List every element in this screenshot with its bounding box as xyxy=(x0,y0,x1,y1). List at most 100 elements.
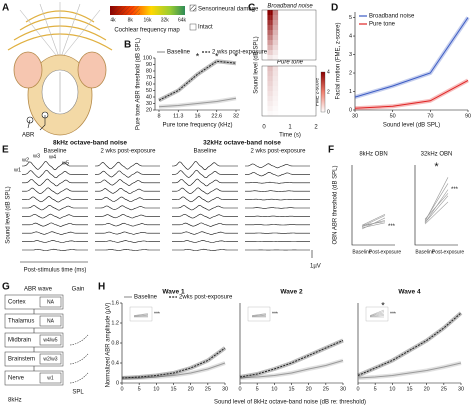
heatmap-cell xyxy=(302,96,306,102)
heatmap-cell xyxy=(297,35,300,41)
heatmap-cell xyxy=(286,86,290,92)
series-line xyxy=(158,60,237,101)
colorbar-tick: 2 xyxy=(327,89,330,95)
heatmap-cell xyxy=(262,20,265,26)
heatmap-cell xyxy=(267,10,271,16)
heatmap-cell xyxy=(267,71,271,77)
heatmap-cell xyxy=(280,45,284,51)
abr-waveform xyxy=(22,187,88,195)
panel-letter: G xyxy=(2,282,10,293)
heatmap-cell xyxy=(294,106,298,112)
heatmap-cell xyxy=(270,106,273,112)
abr-waveform xyxy=(22,196,88,203)
heatmap-cell xyxy=(280,20,284,26)
abr-waveform xyxy=(95,161,160,170)
colorbar-tick: 16k xyxy=(143,17,152,23)
heatmap-cell xyxy=(299,71,303,77)
colorbar-tick: 0 xyxy=(327,109,330,115)
heatmap-cell xyxy=(283,91,287,97)
heatmap-cell xyxy=(275,55,279,61)
x-tick-label: 20 xyxy=(188,386,194,392)
panel-title: 8kHz octave-band noise xyxy=(53,140,127,147)
heatmap-cell xyxy=(310,10,314,16)
abr-waveform xyxy=(95,205,160,211)
paired-line xyxy=(361,221,386,226)
heatmap-cell xyxy=(275,71,279,77)
gain-curve xyxy=(69,372,89,384)
heatmap-cell xyxy=(294,91,298,97)
heatmap-cell xyxy=(310,71,314,77)
heatmap-cell xyxy=(283,81,287,87)
legend-label: 2wks post-exposure xyxy=(179,295,233,301)
panel-title: 32kHz octave-band noise xyxy=(203,140,281,147)
chart-title: Wave 2 xyxy=(280,289,303,296)
heatmap-cell xyxy=(294,50,298,56)
region-box xyxy=(4,370,64,386)
heatmap-cell xyxy=(302,71,306,77)
heatmap-cell xyxy=(294,55,298,61)
heatmap-cell xyxy=(310,20,314,26)
heatmap-cell xyxy=(297,86,300,92)
heatmap-cell xyxy=(280,55,284,61)
significance-star: * xyxy=(381,300,385,310)
abr-waveform xyxy=(95,170,160,178)
heatmap-cell xyxy=(262,86,265,92)
x-tick-label: 22.6 xyxy=(211,113,222,119)
x-tick-label: 30 xyxy=(340,386,346,392)
heatmap-cell xyxy=(278,81,281,87)
x-tick-label: 10 xyxy=(153,386,159,392)
series-line xyxy=(354,17,469,98)
heatmap-cell xyxy=(278,106,281,112)
heatmap-cell xyxy=(297,45,300,51)
x-tick-label: 15 xyxy=(170,386,176,392)
heatmap-cell xyxy=(313,71,317,77)
heatmap-cell xyxy=(267,35,271,41)
heatmap-title: Pure tone xyxy=(277,60,304,66)
x-tick-label: Baseline xyxy=(352,249,371,255)
wave-label: NA xyxy=(47,318,55,324)
abr-waveform xyxy=(22,240,88,243)
y-tick-label: 5 xyxy=(349,15,352,21)
heatmap-cell xyxy=(307,66,311,72)
heatmap-cell xyxy=(294,81,298,87)
heatmap-cell xyxy=(294,20,298,26)
heatmap-cell xyxy=(289,76,292,82)
heatmap-cell xyxy=(275,81,279,87)
heatmap-cell xyxy=(299,50,303,56)
heatmap-cell xyxy=(294,101,298,107)
heatmap-cell xyxy=(275,106,279,112)
series-line xyxy=(239,340,344,378)
heatmap-cell xyxy=(305,111,308,117)
heatmap-cell xyxy=(278,10,281,16)
heatmap-cell xyxy=(307,55,311,61)
x-tick-label: 0 xyxy=(238,386,241,392)
heatmap-cell xyxy=(283,111,287,117)
heatmap-cell xyxy=(289,86,292,92)
heatmap-cell xyxy=(302,35,306,41)
heatmap-cell xyxy=(310,55,314,61)
heatmap-cell xyxy=(310,96,314,102)
x-tick-label: 0 xyxy=(120,386,123,392)
heatmap-cell xyxy=(289,111,292,117)
x-tick-label: Baseline xyxy=(415,249,434,255)
heatmap-cell xyxy=(313,55,317,61)
heatmap-cell xyxy=(264,106,268,112)
abr-waveform xyxy=(95,248,160,251)
y-tick-label: 0 xyxy=(349,107,352,113)
wave-label: w4 xyxy=(48,154,56,160)
heatmap-cell xyxy=(283,55,287,61)
heatmap-cell xyxy=(310,111,314,117)
y-tick-label: 4 xyxy=(349,33,352,39)
heatmap-cell xyxy=(275,76,279,82)
series-line xyxy=(354,79,469,109)
inset xyxy=(365,306,389,322)
heatmap-cell xyxy=(291,50,295,56)
heatmap-cell xyxy=(291,35,295,41)
heatmap-cell xyxy=(272,10,276,16)
heatmap-cell xyxy=(262,55,265,61)
heatmap-cell xyxy=(299,111,303,117)
heatmap-cell xyxy=(283,40,287,46)
heatmap-cell xyxy=(294,10,298,16)
heatmap-cell xyxy=(280,76,284,82)
heatmap-cell xyxy=(313,50,317,56)
